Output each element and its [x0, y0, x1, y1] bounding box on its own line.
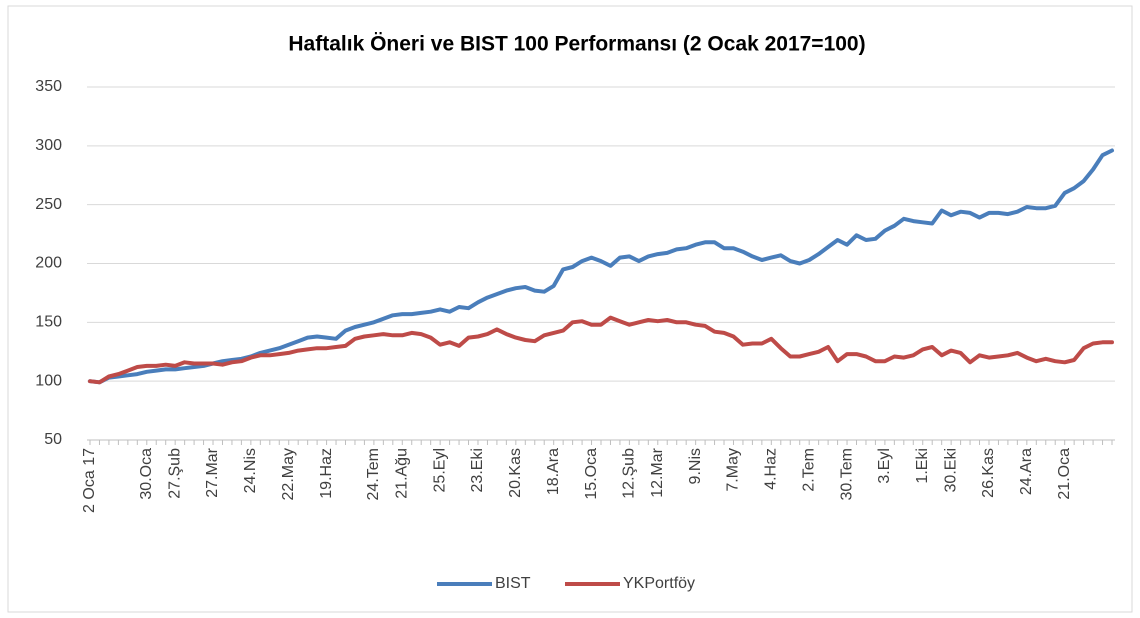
legend-label: YKPortföy	[623, 575, 695, 592]
x-tick-label: 19.Haz	[318, 448, 335, 499]
x-tick-label: 24.Ara	[1018, 448, 1035, 495]
x-tick-label: 25.Eyl	[431, 448, 448, 492]
x-tick-label: 3.Eyl	[876, 448, 893, 484]
y-tick-label: 300	[35, 137, 62, 154]
chart-border	[7, 5, 1133, 613]
x-tick-label: 26.Kas	[980, 448, 997, 498]
x-tick-label: 24.Nis	[242, 448, 259, 493]
y-tick-label: 150	[35, 314, 62, 331]
x-tick-label: 1.Eki	[914, 448, 931, 484]
x-tick-label: 22.May	[280, 448, 297, 500]
y-tick-label: 100	[35, 372, 62, 389]
x-tick-label: 30.Tem	[838, 448, 855, 500]
x-tick-label: 21.Ağu	[393, 448, 410, 499]
x-tick-label: 12.Şub	[621, 448, 638, 499]
legend-label: BIST	[495, 575, 531, 592]
x-tick-label: 27.Mar	[204, 447, 221, 497]
x-tick-label: 12.Mar	[649, 447, 666, 497]
x-tick-label: 4.Haz	[763, 448, 780, 490]
x-tick-label: 18.Ara	[545, 448, 562, 495]
x-tick-label: 27.Şub	[166, 448, 183, 499]
y-tick-label: 250	[35, 196, 62, 213]
series-line	[88, 148, 1114, 385]
x-tick-label: 23.Eki	[469, 448, 486, 492]
x-tick-label: 21.Oca	[1056, 448, 1073, 500]
x-tick-label: 2.Tem	[800, 448, 817, 492]
chart-title: Haftalık Öneri ve BIST 100 Performansı (…	[288, 33, 865, 56]
x-tick-label: 2 Oca 17	[81, 448, 98, 513]
y-tick-label: 50	[44, 431, 62, 448]
y-tick-label: 200	[35, 255, 62, 272]
x-tick-label: 24.Tem	[365, 448, 382, 500]
x-tick-label: 20.Kas	[507, 448, 524, 498]
x-tick-label: 15.Oca	[583, 448, 600, 500]
x-tick-label: 7.May	[725, 448, 742, 492]
y-tick-label: 350	[35, 78, 62, 95]
x-tick-label: 30.Eki	[942, 448, 959, 492]
series-line	[88, 315, 1114, 385]
x-tick-label: 9.Nis	[687, 448, 704, 484]
x-tick-label: 30.Oca	[138, 448, 155, 500]
